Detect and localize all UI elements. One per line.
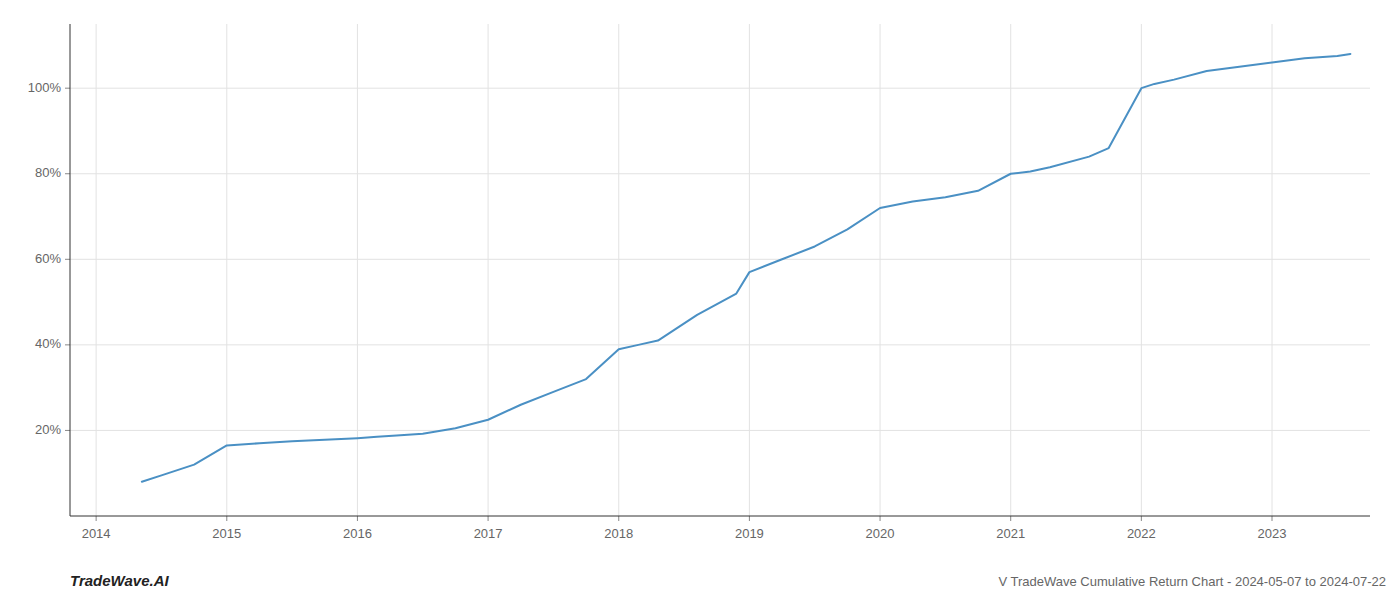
x-tick-label: 2014 — [82, 526, 111, 541]
y-grid-line — [70, 344, 1370, 345]
x-tick-label: 2017 — [474, 526, 503, 541]
y-tick — [65, 344, 70, 345]
x-tick-label: 2022 — [1127, 526, 1156, 541]
grid — [70, 24, 1370, 516]
axes: 20% 40% 60% 80% 100% 2014 2015 2016 2017 2018 2019… — [28, 24, 1370, 541]
y-tick — [65, 88, 70, 89]
subtitle: V TradeWave Cumulative Return Chart - 20… — [998, 574, 1386, 589]
x-tick — [96, 516, 97, 521]
y-grid-line — [70, 173, 1370, 174]
x-grid-line — [226, 24, 227, 516]
x-grid-line — [488, 24, 489, 516]
y-tick — [65, 259, 70, 260]
x-tick-label: 2018 — [604, 526, 633, 541]
series — [142, 54, 1351, 482]
x-tick — [488, 516, 489, 521]
x-tick-label: 2021 — [996, 526, 1025, 541]
y-tick — [65, 173, 70, 174]
x-tick-label: 2020 — [866, 526, 895, 541]
x-grid-line — [96, 24, 97, 516]
y-tick-label: 20% — [35, 422, 61, 437]
x-axis-line — [70, 516, 1370, 517]
x-tick — [1010, 516, 1011, 521]
x-tick-label: 2016 — [343, 526, 372, 541]
y-tick — [65, 430, 70, 431]
x-grid-line — [1141, 24, 1142, 516]
y-tick-label: 80% — [35, 165, 61, 180]
y-grid-line — [70, 259, 1370, 260]
x-grid-line — [1272, 24, 1273, 516]
y-axis-line — [70, 24, 71, 516]
x-tick-label: 2023 — [1258, 526, 1287, 541]
x-grid-line — [618, 24, 619, 516]
x-grid-line — [357, 24, 358, 516]
x-grid-line — [749, 24, 750, 516]
x-tick — [226, 516, 227, 521]
y-tick-label: 60% — [35, 251, 61, 266]
y-grid-line — [70, 430, 1370, 431]
x-grid-line — [1010, 24, 1011, 516]
x-tick — [618, 516, 619, 521]
x-tick — [880, 516, 881, 521]
line — [142, 54, 1351, 482]
x-tick — [357, 516, 358, 521]
y-tick-label: 100% — [28, 80, 62, 95]
x-tick — [1141, 516, 1142, 521]
x-tick-label: 2019 — [735, 526, 764, 541]
chart: 20% 40% 60% 80% 100% 2014 2015 2016 2017 2018 2019… — [0, 0, 1400, 600]
x-tick-label: 2015 — [212, 526, 241, 541]
y-grid-line — [70, 88, 1370, 89]
watermark: TradeWave.AI — [70, 572, 169, 589]
x-tick — [1272, 516, 1273, 521]
x-grid-line — [880, 24, 881, 516]
x-tick — [749, 516, 750, 521]
y-tick-label: 40% — [35, 336, 61, 351]
texts: TradeWave.AI V TradeWave Cumulative Retur… — [70, 572, 1386, 589]
